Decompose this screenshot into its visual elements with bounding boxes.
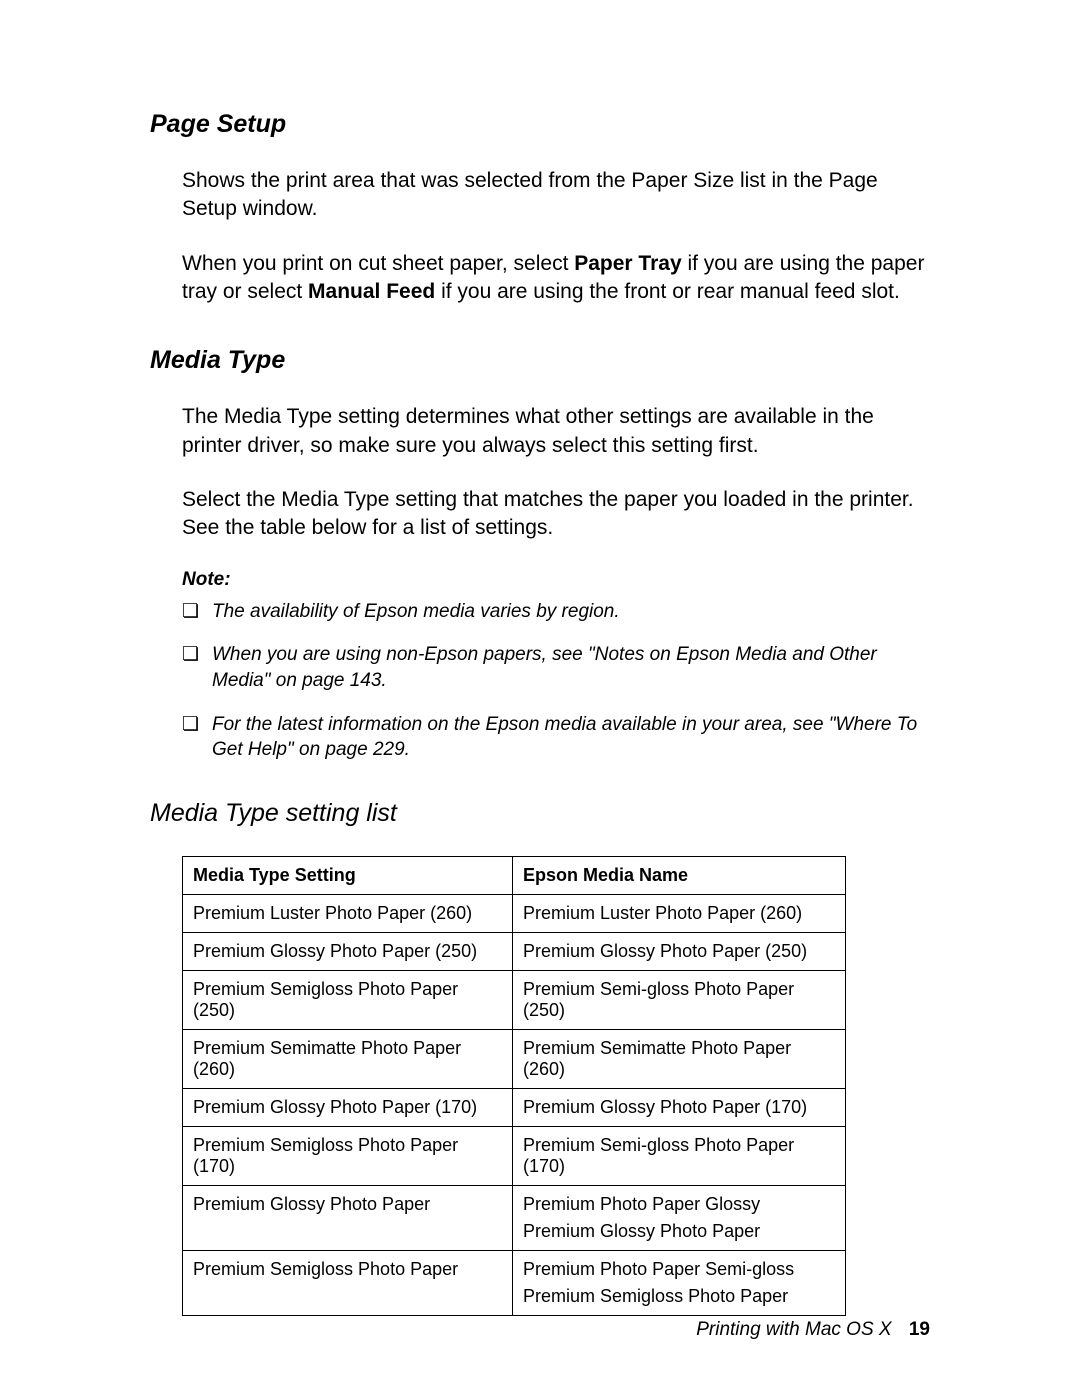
page-number: 19 (909, 1319, 930, 1340)
text-bold: Manual Feed (308, 280, 435, 303)
text-bold: Paper Tray (574, 252, 681, 275)
table-cell-names: Premium Semimatte Photo Paper (260) (513, 1029, 846, 1088)
table-cell-setting: Premium Semimatte Photo Paper (260) (183, 1029, 513, 1088)
table-cell-line: Premium Semi-gloss Photo Paper (250) (523, 979, 835, 1021)
table-cell-names: Premium Luster Photo Paper (260) (513, 894, 846, 932)
table-cell-line: Premium Photo Paper Glossy (523, 1194, 835, 1215)
page-footer: Printing with Mac OS X 19 (696, 1319, 930, 1341)
table-row: Premium Luster Photo Paper (260) Premium … (183, 894, 846, 932)
table-row: Premium Semigloss Photo Paper (250)Premi… (183, 970, 846, 1029)
table-row: Premium Semigloss Photo PaperPremium Pho… (183, 1250, 846, 1315)
table-cell-setting: Premium Semigloss Photo Paper (250) (183, 970, 513, 1029)
note-list: The availability of Epson media varies b… (150, 599, 930, 763)
table-row: Premium Glossy Photo PaperPremium Photo … (183, 1185, 846, 1250)
table-cell-line: Premium Glossy Photo Paper (523, 1221, 835, 1242)
table-cell-line: Premium Glossy Photo Paper (250) (523, 941, 835, 962)
table-cell-setting: Premium Glossy Photo Paper (250) (183, 932, 513, 970)
note-item: For the latest information on the Epson … (182, 712, 930, 763)
table-cell-setting: Premium Semigloss Photo Paper (183, 1250, 513, 1315)
table-header-cell: Epson Media Name (513, 856, 846, 894)
table-cell-names: Premium Glossy Photo Paper (250) (513, 932, 846, 970)
paragraph: Select the Media Type setting that match… (150, 486, 930, 543)
table-cell-line: Premium Semigloss Photo Paper (523, 1286, 835, 1307)
table-cell-line: Premium Semimatte Photo Paper (260) (523, 1038, 835, 1080)
table-row: Premium Glossy Photo Paper (250) Premium … (183, 932, 846, 970)
note-label: Note: (150, 569, 930, 591)
heading-media-list: Media Type setting list (150, 799, 930, 828)
table-row: Premium Semimatte Photo Paper (260)Premi… (183, 1029, 846, 1088)
table-cell-line: Premium Glossy Photo Paper (170) (523, 1097, 835, 1118)
text-run: if you are using the front or rear manua… (435, 280, 900, 303)
table-cell-names: Premium Photo Paper Glossy Premium Glossy… (513, 1185, 846, 1250)
table-cell-names: Premium Photo Paper Semi-gloss Premium Se… (513, 1250, 846, 1315)
table-cell-setting: Premium Glossy Photo Paper (170) (183, 1088, 513, 1126)
table-cell-setting: Premium Luster Photo Paper (260) (183, 894, 513, 932)
note-item: When you are using non-Epson papers, see… (182, 642, 930, 693)
heading-media-type: Media Type (150, 346, 930, 375)
paragraph: The Media Type setting determines what o… (150, 403, 930, 460)
heading-page-setup: Page Setup (150, 110, 930, 139)
table-row: Premium Semigloss Photo Paper (170)Premi… (183, 1126, 846, 1185)
table-cell-setting: Premium Semigloss Photo Paper (170) (183, 1126, 513, 1185)
document-page: Page Setup Shows the print area that was… (0, 0, 1080, 1397)
table-cell-names: Premium Semi-gloss Photo Paper (170) (513, 1126, 846, 1185)
table-header-cell: Media Type Setting (183, 856, 513, 894)
table-cell-names: Premium Glossy Photo Paper (170) (513, 1088, 846, 1126)
paragraph: When you print on cut sheet paper, selec… (150, 250, 930, 307)
table-cell-line: Premium Luster Photo Paper (260) (523, 903, 835, 924)
table-header-row: Media Type Setting Epson Media Name (183, 856, 846, 894)
table-cell-setting: Premium Glossy Photo Paper (183, 1185, 513, 1250)
paragraph: Shows the print area that was selected f… (150, 167, 930, 224)
table-row: Premium Glossy Photo Paper (170) Premium … (183, 1088, 846, 1126)
table-cell-names: Premium Semi-gloss Photo Paper (250) (513, 970, 846, 1029)
note-item: The availability of Epson media varies b… (182, 599, 930, 625)
media-type-table: Media Type Setting Epson Media Name Prem… (182, 856, 846, 1316)
table-cell-line: Premium Photo Paper Semi-gloss (523, 1259, 835, 1280)
footer-text: Printing with Mac OS X (696, 1319, 891, 1340)
text-run: When you print on cut sheet paper, selec… (182, 252, 574, 275)
table-cell-line: Premium Semi-gloss Photo Paper (170) (523, 1135, 835, 1177)
